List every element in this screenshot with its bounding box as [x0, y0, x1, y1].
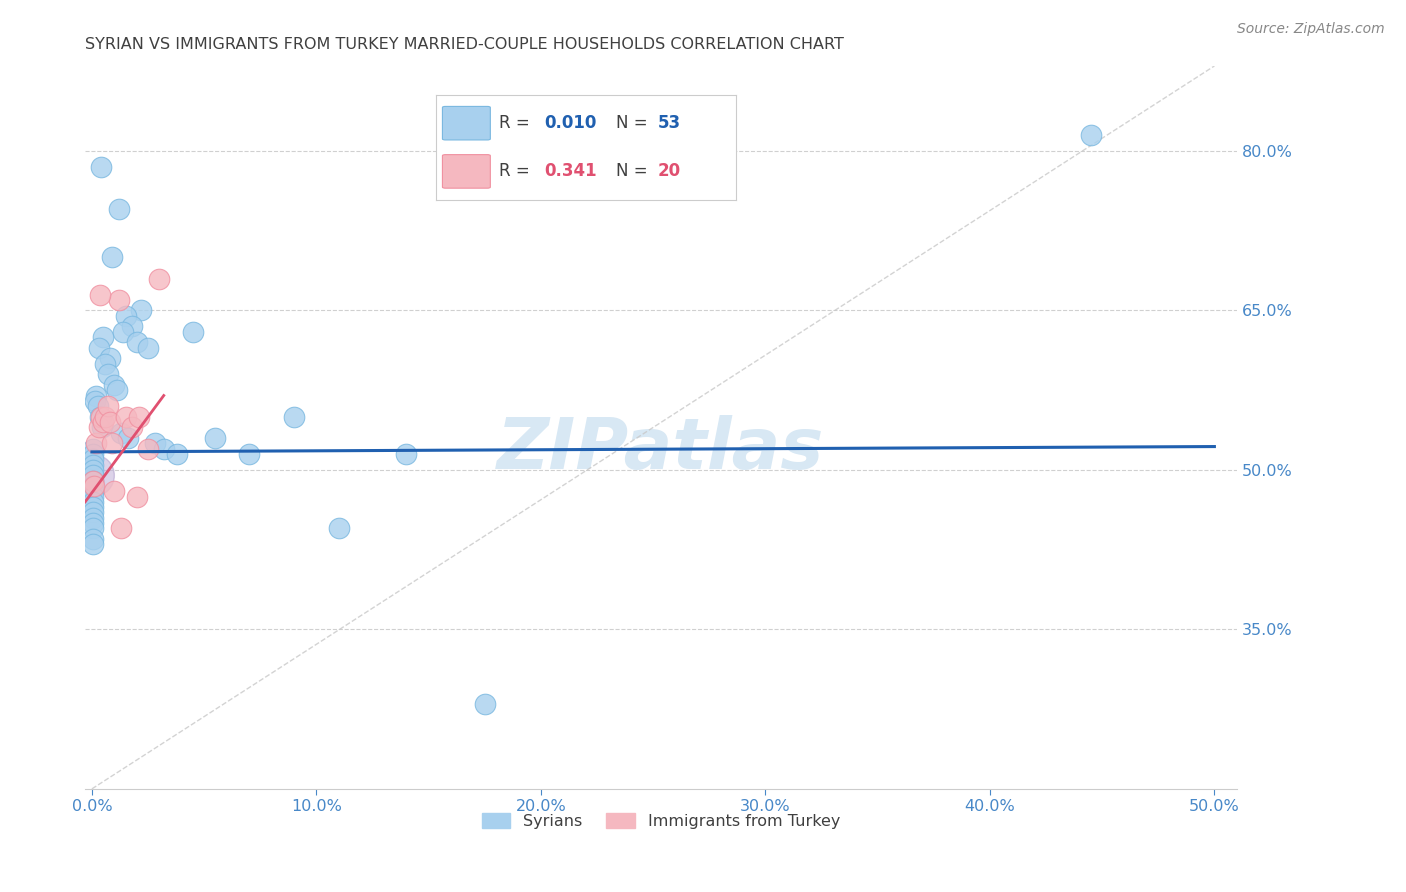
Point	[283, 409, 305, 424]
Point	[108, 202, 131, 217]
Point	[91, 420, 114, 434]
Point	[82, 458, 104, 472]
Point	[89, 287, 111, 301]
Point	[82, 495, 104, 509]
Point	[94, 409, 117, 424]
Point	[82, 500, 104, 515]
Point	[82, 468, 104, 483]
Point	[204, 431, 226, 445]
Point	[148, 271, 170, 285]
Point	[125, 490, 148, 504]
Point	[136, 341, 159, 355]
Point	[238, 447, 260, 461]
Point	[82, 474, 104, 488]
Point	[87, 420, 110, 434]
Point	[82, 510, 104, 524]
Point	[97, 399, 120, 413]
Point	[98, 415, 121, 429]
Point	[98, 351, 121, 366]
Point	[90, 160, 112, 174]
Point	[103, 377, 125, 392]
Legend: Syrians, Immigrants from Turkey: Syrians, Immigrants from Turkey	[475, 806, 846, 835]
Point	[121, 319, 143, 334]
Point	[82, 532, 104, 546]
Point	[83, 479, 105, 493]
Point	[103, 484, 125, 499]
Point	[90, 409, 112, 424]
Text: SYRIAN VS IMMIGRANTS FROM TURKEY MARRIED-COUPLE HOUSEHOLDS CORRELATION CHART: SYRIAN VS IMMIGRANTS FROM TURKEY MARRIED…	[86, 37, 844, 53]
Point	[91, 330, 114, 344]
Point	[82, 463, 104, 477]
Point	[114, 409, 136, 424]
Point	[114, 309, 136, 323]
Point	[82, 516, 104, 530]
Point	[105, 383, 128, 397]
Point	[101, 436, 124, 450]
Point	[86, 388, 108, 402]
Point	[395, 447, 418, 461]
Point	[82, 479, 104, 493]
Point	[82, 506, 104, 520]
Point	[84, 393, 107, 408]
Point	[82, 521, 104, 535]
Point	[82, 474, 104, 488]
Point	[82, 447, 104, 461]
Point	[1080, 128, 1102, 142]
Point	[91, 415, 114, 429]
Point	[110, 425, 132, 440]
Point	[112, 325, 135, 339]
Text: ZIPatlas: ZIPatlas	[498, 415, 825, 483]
Point	[166, 447, 188, 461]
Point	[94, 357, 117, 371]
Point	[143, 436, 166, 450]
Point	[110, 521, 132, 535]
Point	[82, 537, 104, 551]
Point	[82, 442, 104, 456]
Point	[82, 468, 104, 483]
Point	[108, 293, 131, 307]
Point	[136, 442, 159, 456]
Point	[86, 436, 108, 450]
Point	[181, 325, 204, 339]
Text: Source: ZipAtlas.com: Source: ZipAtlas.com	[1237, 22, 1385, 37]
Point	[97, 368, 120, 382]
Point	[328, 521, 350, 535]
Point	[131, 303, 153, 318]
Point	[82, 484, 104, 499]
Point	[125, 335, 148, 350]
Point	[474, 697, 496, 711]
Point	[101, 250, 124, 264]
Point	[152, 442, 174, 456]
Point	[89, 409, 111, 424]
Point	[87, 341, 110, 355]
Point	[128, 409, 150, 424]
Point	[82, 452, 104, 467]
Point	[121, 420, 143, 434]
Point	[86, 399, 108, 413]
Point	[117, 431, 139, 445]
Point	[82, 490, 104, 504]
Point	[575, 128, 598, 142]
